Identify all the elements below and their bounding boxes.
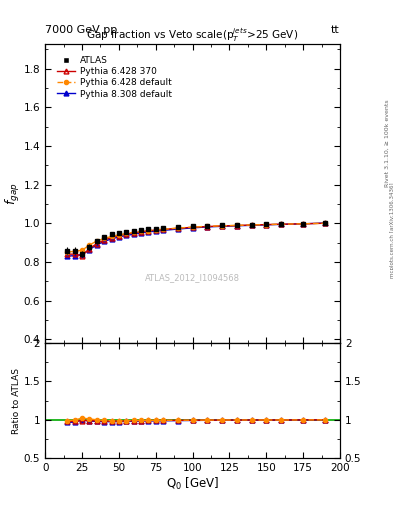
Title: Gap fraction vs Veto scale(p$_T^{jets}$>25 GeV): Gap fraction vs Veto scale(p$_T^{jets}$>… (86, 26, 299, 44)
Legend: ATLAS, Pythia 6.428 370, Pythia 6.428 default, Pythia 8.308 default: ATLAS, Pythia 6.428 370, Pythia 6.428 de… (54, 52, 176, 102)
Y-axis label: f$_{gap}$: f$_{gap}$ (4, 182, 22, 205)
X-axis label: Q$_0$ [GeV]: Q$_0$ [GeV] (166, 476, 219, 492)
Text: tt: tt (331, 25, 340, 35)
Y-axis label: Ratio to ATLAS: Ratio to ATLAS (12, 368, 21, 434)
Text: ATLAS_2012_I1094568: ATLAS_2012_I1094568 (145, 273, 240, 282)
Text: Rivet 3.1.10, ≥ 100k events: Rivet 3.1.10, ≥ 100k events (385, 99, 389, 187)
Text: mcplots.cern.ch [arXiv:1306.3436]: mcplots.cern.ch [arXiv:1306.3436] (390, 183, 393, 278)
Text: 7000 GeV pp: 7000 GeV pp (45, 25, 118, 35)
